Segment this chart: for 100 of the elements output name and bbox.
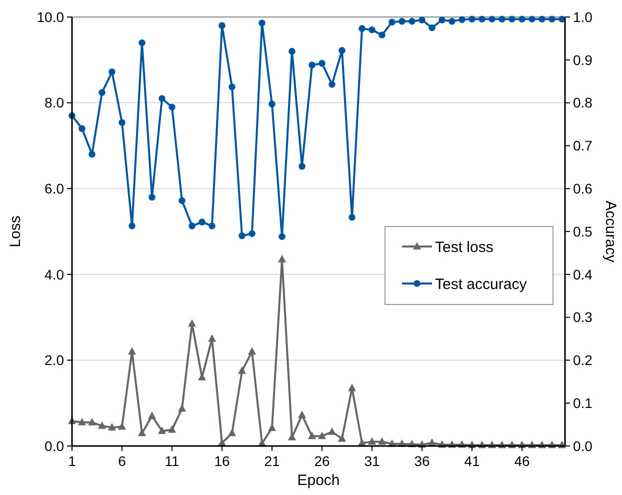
point — [118, 119, 126, 126]
x-tick-label: 1 — [68, 453, 76, 469]
point — [318, 60, 326, 67]
point — [378, 32, 386, 38]
point — [308, 432, 316, 440]
point — [338, 47, 346, 54]
point — [188, 222, 196, 230]
point — [88, 150, 96, 158]
point — [348, 384, 356, 392]
point — [118, 422, 126, 430]
y2-tick-label: 0.8 — [573, 94, 593, 111]
point — [338, 434, 346, 442]
point — [268, 100, 276, 108]
point — [238, 366, 246, 374]
point — [98, 421, 106, 429]
x-tick-label: 36 — [414, 453, 430, 469]
x-tick-label: 21 — [264, 453, 280, 469]
x-tick-label: 46 — [514, 453, 530, 469]
point — [358, 25, 366, 32]
y-tick-label: 0.0 — [44, 438, 64, 454]
point — [378, 437, 386, 445]
point — [128, 222, 136, 230]
point — [228, 84, 236, 90]
point — [548, 16, 556, 23]
point — [148, 411, 156, 419]
point — [388, 18, 396, 26]
point — [468, 16, 476, 23]
legend-label: Test accuracy — [435, 276, 528, 293]
point — [108, 423, 116, 431]
point — [158, 426, 166, 434]
point — [488, 16, 496, 23]
point — [168, 425, 176, 433]
point — [158, 95, 166, 102]
point — [538, 16, 546, 23]
point — [208, 222, 216, 230]
x-tick-label: 11 — [164, 453, 180, 469]
point — [238, 232, 246, 240]
point — [348, 214, 356, 221]
point — [368, 437, 376, 445]
point — [168, 104, 176, 110]
point — [78, 418, 86, 426]
y-tick-label: 8.0 — [44, 94, 64, 111]
point — [298, 162, 306, 170]
point — [428, 24, 436, 32]
point — [368, 26, 376, 34]
x-tick-label: 16 — [214, 453, 230, 469]
x-tick-label: 41 — [464, 453, 480, 469]
point — [198, 218, 206, 226]
point — [278, 254, 286, 262]
point — [98, 89, 106, 96]
y2-tick-label: 0.5 — [573, 223, 593, 240]
point — [508, 16, 516, 23]
y2-tick-label: 0.2 — [573, 352, 593, 368]
point — [498, 16, 506, 23]
point — [228, 428, 236, 436]
y-tick-label: 10.0 — [36, 8, 64, 25]
y-tick-label: 2.0 — [44, 352, 64, 368]
y-tick-label: 4.0 — [44, 266, 64, 282]
point — [308, 62, 316, 68]
point — [78, 125, 86, 132]
y2-tick-label: 0.9 — [573, 52, 593, 68]
y2-tick-label: 0.4 — [573, 266, 593, 282]
point — [328, 427, 336, 435]
point — [458, 16, 466, 23]
y2-tick-label: 0.0 — [573, 438, 593, 454]
point — [258, 20, 266, 26]
y2-tick-label: 1.0 — [573, 8, 593, 25]
point — [318, 432, 326, 440]
point — [418, 16, 426, 24]
point — [398, 18, 406, 25]
point — [88, 418, 96, 426]
point — [288, 48, 296, 55]
x-tick-label: 31 — [364, 453, 380, 469]
point — [328, 80, 336, 88]
point — [558, 16, 566, 23]
x-tick-label: 26 — [314, 453, 330, 469]
point — [298, 410, 306, 418]
point — [188, 319, 196, 327]
point — [148, 194, 156, 201]
y-axis-title: Loss — [7, 216, 24, 248]
point — [208, 334, 216, 342]
point — [528, 16, 536, 23]
y2-tick-label: 0.3 — [573, 309, 593, 326]
point — [518, 16, 526, 23]
x-axis-title: Epoch — [297, 472, 340, 489]
legend-label: Test loss — [435, 238, 494, 256]
point — [408, 18, 416, 25]
point — [138, 39, 146, 46]
point — [478, 16, 486, 23]
point — [138, 428, 146, 436]
point — [438, 16, 446, 24]
point — [128, 347, 136, 355]
x-tick-label: 6 — [118, 453, 126, 469]
point — [248, 347, 256, 355]
y2-tick-label: 0.1 — [573, 395, 593, 411]
y2-tick-label: 0.7 — [573, 138, 593, 154]
y2-axis-title: Accuracy — [602, 200, 619, 263]
y-tick-label: 6.0 — [44, 180, 64, 196]
point — [278, 233, 286, 240]
y2-tick-label: 0.6 — [573, 180, 593, 196]
